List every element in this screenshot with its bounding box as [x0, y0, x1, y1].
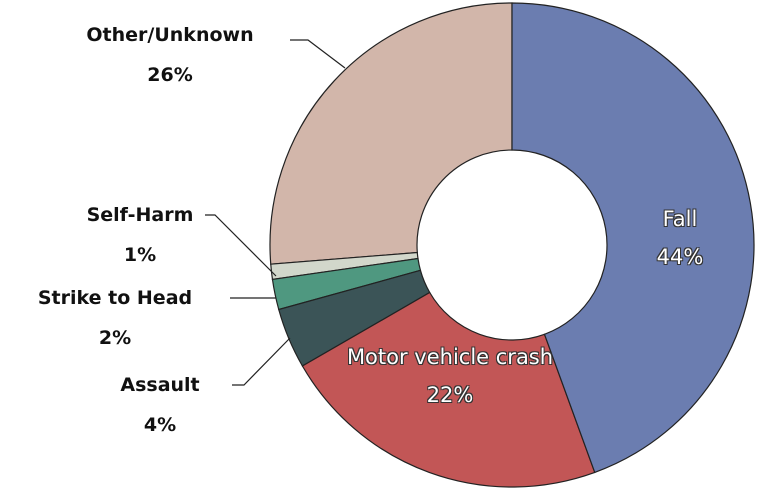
- value-label: 44%: [656, 245, 704, 269]
- donut-slice: [511, 2, 755, 474]
- category-label: Self-Harm: [86, 204, 194, 226]
- slice-label: Strike to Head 2%: [38, 278, 192, 358]
- slice-label: Self-Harm 1%: [87, 195, 194, 275]
- donut-slice: [301, 291, 596, 488]
- value-label: 4%: [143, 414, 177, 436]
- value-label: 2%: [98, 327, 132, 349]
- donut-slice: [278, 269, 431, 367]
- category-label: Strike to Head: [37, 287, 193, 309]
- donut-slice: [269, 2, 513, 265]
- value-label: 22%: [426, 383, 474, 407]
- leader-lines: [205, 39, 346, 386]
- leader-line: [290, 39, 346, 69]
- category-label: Fall: [662, 207, 698, 231]
- category-label: Assault: [120, 374, 200, 396]
- donut-slice: [271, 257, 422, 311]
- category-label: Other/Unknown: [86, 24, 254, 46]
- leader-line: [232, 337, 291, 386]
- slice-label: Assault 4%: [120, 365, 199, 445]
- slice-label: Fall 44%: [570, 200, 757, 276]
- slice-label: Motor vehicle crash 22%: [340, 338, 560, 414]
- slice-label: Other/Unknown 26%: [86, 15, 253, 95]
- category-label: Motor vehicle crash: [346, 345, 554, 369]
- leader-line: [205, 214, 277, 277]
- value-label: 1%: [123, 244, 157, 266]
- value-label: 26%: [147, 64, 193, 86]
